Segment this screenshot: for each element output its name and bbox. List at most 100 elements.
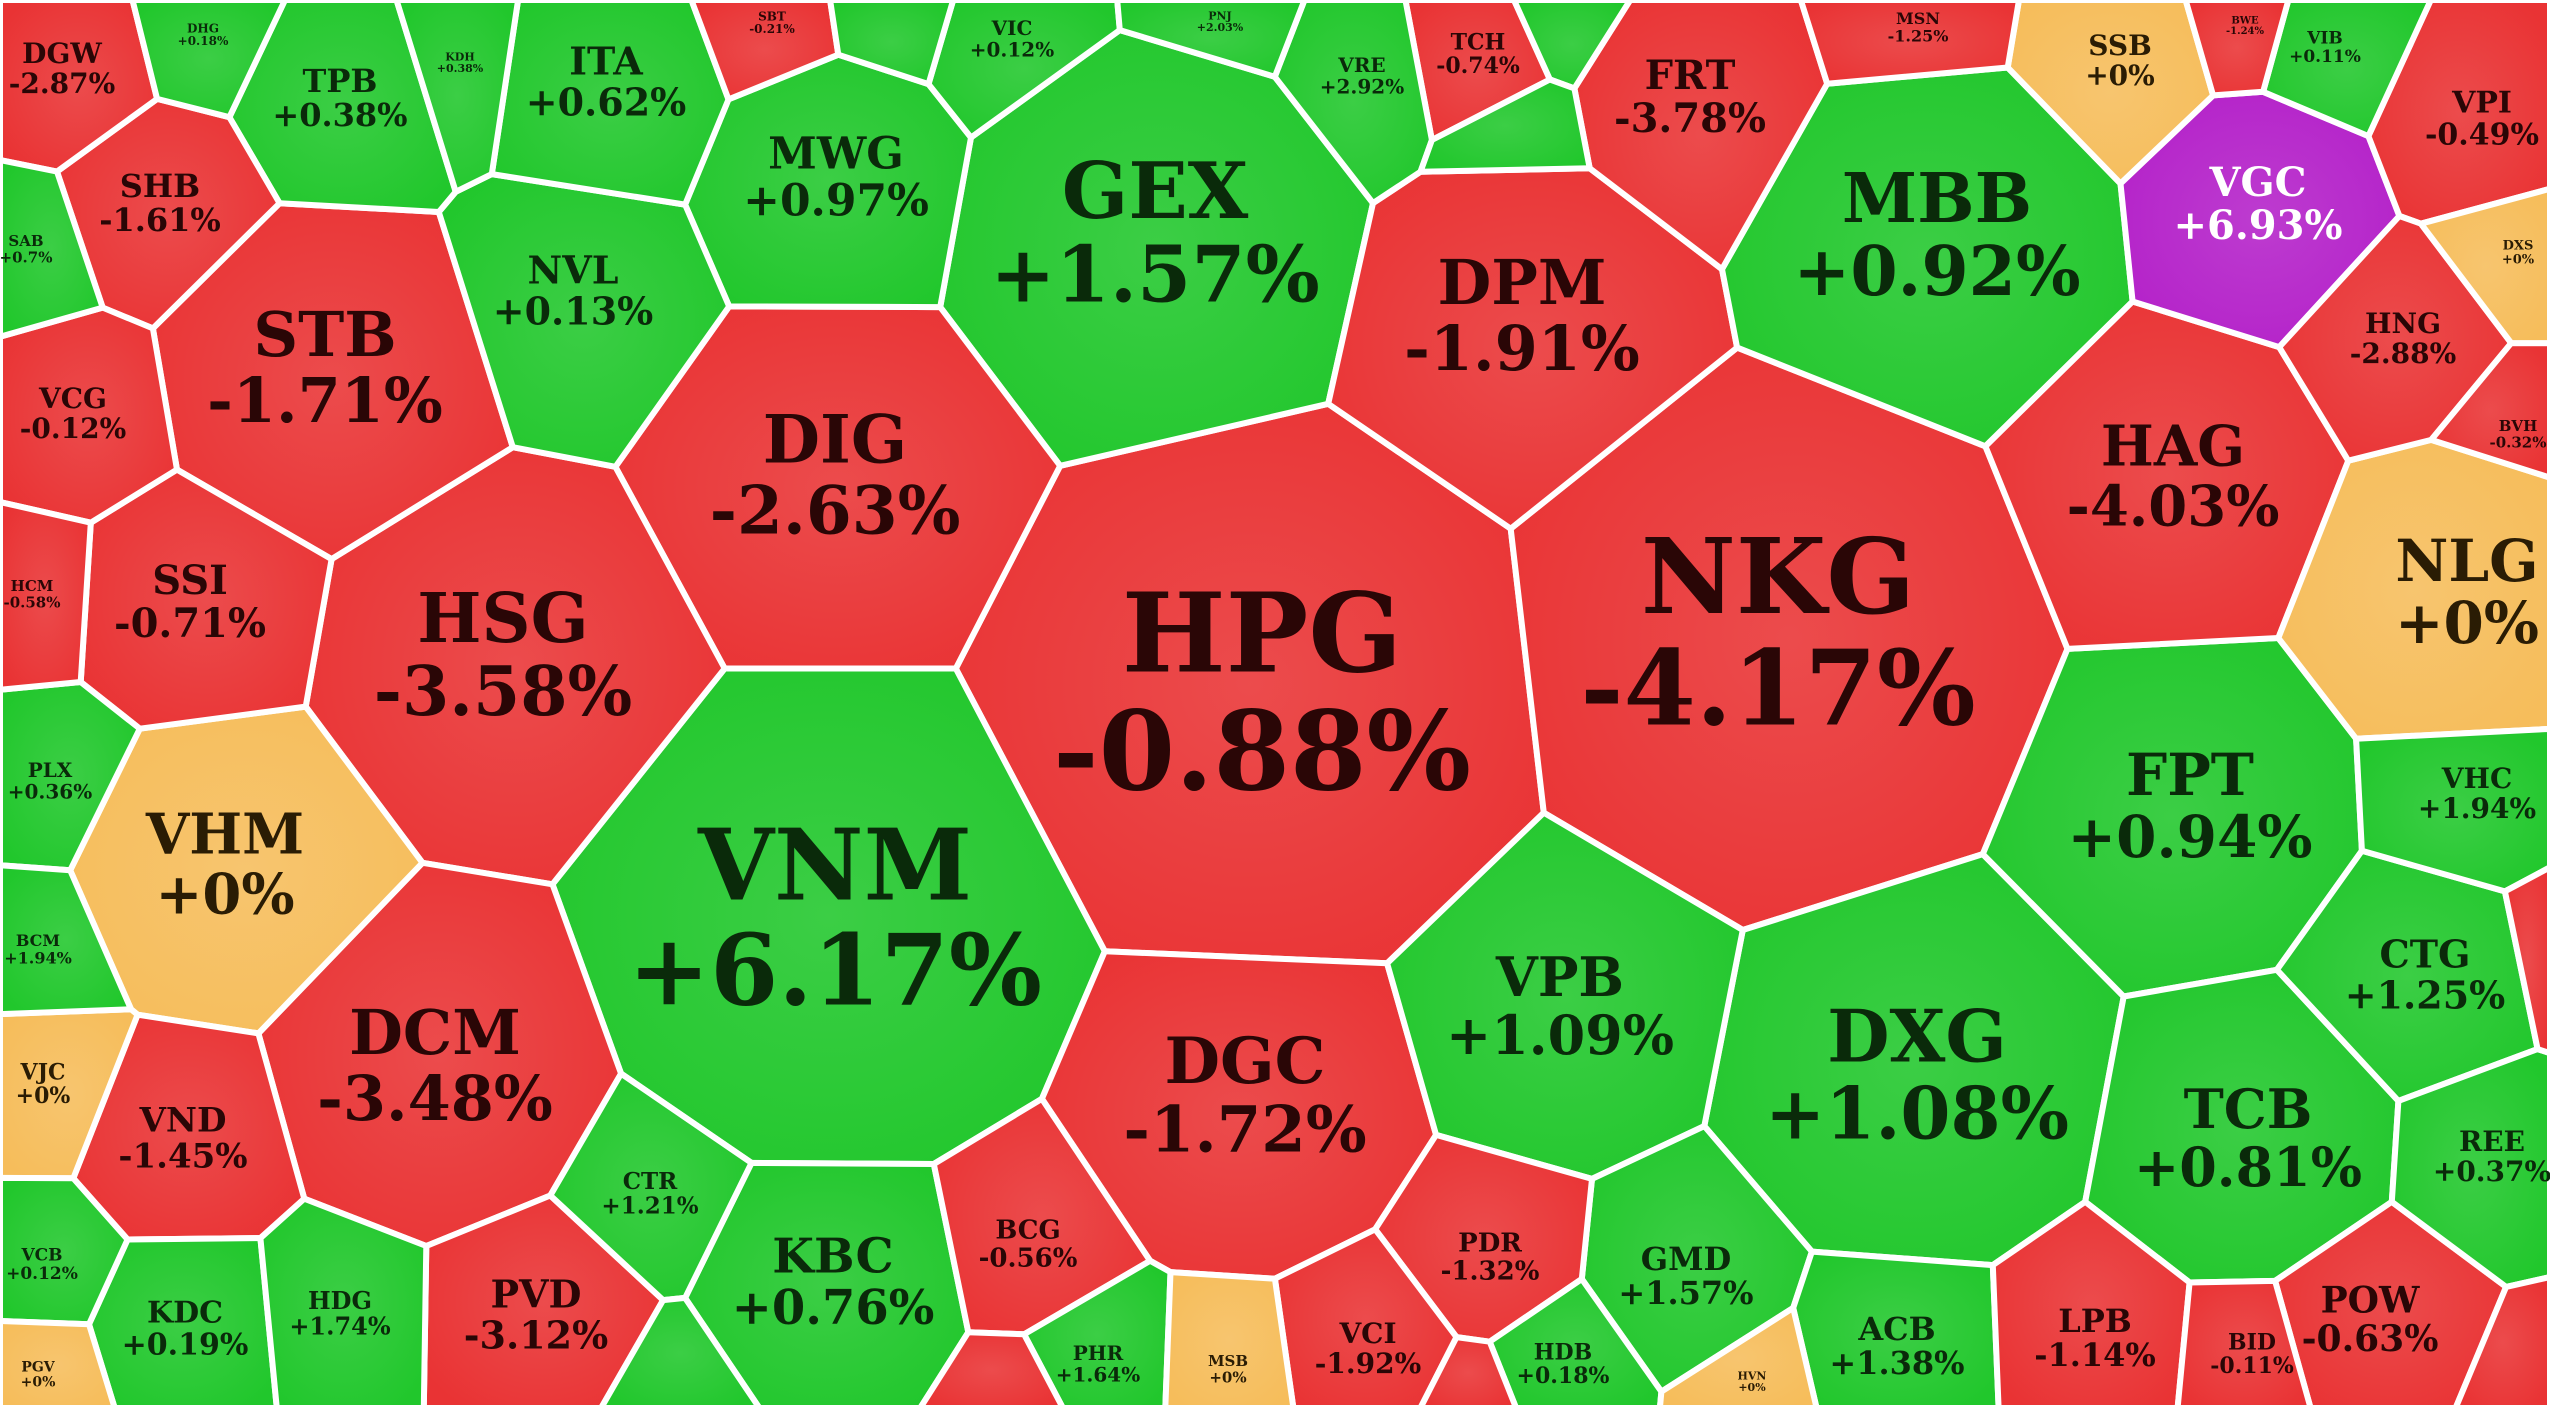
ticker-label: SBT: [758, 9, 786, 23]
change-label: +0.76%: [732, 1280, 935, 1336]
change-label: +1.94%: [2418, 792, 2536, 825]
ticker-label: POW: [2321, 1279, 2420, 1321]
cell-label-ctg: CTG+1.25%: [2345, 932, 2506, 1018]
change-label: +0.19%: [122, 1328, 249, 1363]
cell-label-vcg: VCG-0.12%: [20, 382, 126, 445]
ticker-label: PNJ: [1208, 9, 1232, 22]
change-label: +0.38%: [272, 96, 407, 134]
ticker-label: VHC: [2441, 762, 2512, 795]
cell-bwe[interactable]: [2182, 0, 2292, 99]
cell-ctr[interactable]: [547, 1070, 755, 1304]
cell-unlabeled[interactable]: [2501, 864, 2550, 1057]
change-label: -0.49%: [2425, 118, 2539, 153]
cell-hdg[interactable]: [257, 1195, 430, 1408]
ticker-label: PDR: [1458, 1228, 1522, 1258]
change-label: +0%: [2085, 59, 2155, 92]
cell-kdh[interactable]: [393, 0, 522, 195]
change-label: -1.72%: [1123, 1093, 1366, 1168]
cell-label-bcm: BCM+1.94%: [4, 931, 72, 967]
cell-label-pow: POW-0.63%: [2302, 1279, 2439, 1360]
ticker-label: SHB: [120, 167, 200, 205]
ticker-label: PHR: [1073, 1341, 1124, 1365]
cell-dxs[interactable]: [2417, 185, 2550, 347]
change-label: -2.88%: [2350, 337, 2456, 370]
change-label: -4.03%: [2067, 473, 2280, 539]
cell-label-kdh: KDH+0.38%: [437, 50, 484, 75]
cell-label-vpb: VPB+1.09%: [1446, 945, 1674, 1067]
ticker-label: VPB: [1495, 945, 1624, 1009]
ticker-label: CTG: [2380, 932, 2471, 977]
change-label: +0.94%: [2068, 803, 2313, 871]
ticker-label: VND: [139, 1100, 227, 1140]
change-label: +0%: [1738, 1381, 1766, 1394]
change-label: -3.58%: [374, 652, 632, 732]
change-label: +0.12%: [970, 38, 1054, 62]
cell-unlabeled[interactable]: [1417, 1334, 1520, 1408]
ticker-label: VRE: [1337, 53, 1385, 77]
ticker-label: DIG: [763, 401, 907, 479]
cell-hvn[interactable]: [1656, 1304, 1820, 1408]
cell-label-nkg: NKG-4.17%: [1580, 515, 1975, 749]
cell-label-plx: PLX+0.36%: [8, 758, 92, 803]
cell-label-frt: FRT-3.78%: [1614, 52, 1766, 142]
cell-pgv[interactable]: [0, 1318, 118, 1408]
cell-bid[interactable]: [2174, 1277, 2314, 1408]
cell-unlabeled[interactable]: [2452, 1274, 2550, 1408]
cell-label-lpb: LPB-1.14%: [2034, 1302, 2156, 1374]
change-label: +0.13%: [493, 288, 654, 333]
cell-label-tch: TCH-0.74%: [1436, 30, 1520, 80]
cell-label-pgv: PGV+0%: [21, 1360, 56, 1391]
cell-label-msn: MSN-1.25%: [1888, 9, 1949, 45]
cell-label-dgc: DGC-1.72%: [1123, 1024, 1366, 1167]
change-label: -0.74%: [1436, 53, 1520, 79]
cell-label-dhg: DHG+0.18%: [178, 21, 229, 48]
cell-label-hpg: HPG-0.88%: [1053, 569, 1471, 816]
cell-label-vcb: VCB+0.12%: [6, 1246, 78, 1284]
ticker-label: MSN: [1896, 9, 1940, 28]
change-label: -1.14%: [2034, 1336, 2156, 1374]
ticker-label: PLX: [28, 758, 73, 782]
cell-pnj[interactable]: [1114, 0, 1308, 80]
change-label: -2.63%: [710, 471, 961, 549]
cell-unlabeled[interactable]: [598, 1294, 763, 1408]
ticker-label: NLG: [2395, 527, 2538, 595]
cell-label-nlg: NLG+0%: [2395, 527, 2539, 657]
ticker-label: VCG: [38, 382, 107, 415]
cell-label-bvh: BVH-0.32%: [2489, 417, 2546, 451]
ticker-label: DXS: [2503, 239, 2534, 254]
ticker-label: VGC: [2208, 159, 2306, 206]
cell-dgw[interactable]: [0, 0, 161, 175]
cell-sab[interactable]: [0, 157, 106, 340]
ticker-label: MWG: [768, 129, 904, 180]
cell-unlabeled[interactable]: [1417, 76, 1593, 175]
change-label: +0.18%: [178, 34, 229, 48]
change-label: +0%: [2395, 589, 2539, 657]
cell-dhg[interactable]: [129, 0, 288, 121]
cell-hcm[interactable]: [0, 499, 94, 693]
cell-label-shb: SHB-1.61%: [99, 167, 221, 239]
cell-label-bid: BID-0.11%: [2210, 1330, 2294, 1380]
cell-vhc[interactable]: [2353, 725, 2550, 895]
ticker-label: HCM: [11, 577, 54, 595]
ticker-label: HDB: [1534, 1340, 1592, 1366]
cell-unlabeled[interactable]: [827, 0, 957, 88]
cell-msn[interactable]: [1797, 0, 2022, 87]
change-label: +0.37%: [2433, 1155, 2550, 1188]
cell-msb[interactable]: [1162, 1269, 1297, 1408]
change-label: +1.74%: [289, 1312, 391, 1341]
ticker-label: HPG: [1122, 569, 1403, 698]
ticker-label: HDG: [308, 1286, 372, 1315]
cell-unlabeled[interactable]: [917, 1329, 1066, 1408]
change-label: +0.36%: [8, 780, 92, 804]
ticker-label: MSB: [1208, 1352, 1248, 1370]
ticker-label: HNG: [2365, 307, 2441, 340]
cell-label-hcm: HCM-0.58%: [3, 577, 60, 611]
ticker-label: HSG: [417, 579, 588, 659]
change-label: -0.21%: [749, 22, 795, 36]
cell-bcm[interactable]: [0, 862, 135, 1018]
ticker-label: SSB: [2088, 29, 2152, 62]
ticker-label: TPB: [303, 62, 378, 100]
cell-label-bwe: BWE-1.24%: [2226, 15, 2265, 37]
ticker-label: FRT: [1645, 52, 1736, 99]
